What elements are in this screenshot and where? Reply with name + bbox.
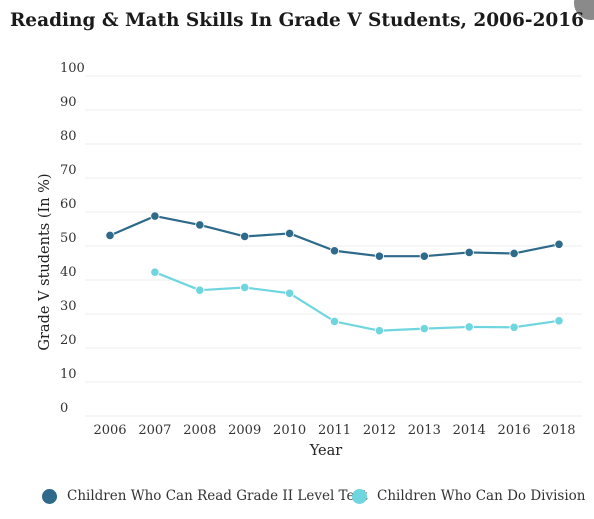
x-tick-label-2008: 2008 <box>183 423 216 438</box>
series-2-point-2013 <box>419 324 429 334</box>
y-tick-label-20: 20 <box>60 333 77 348</box>
x-axis-title: Year <box>309 443 343 459</box>
series-1-point-2007 <box>150 211 160 221</box>
legend-marker-read <box>42 488 57 504</box>
series-1-point-2013 <box>419 251 429 261</box>
x-tick-label-2007: 2007 <box>138 423 171 438</box>
series-2-point-2007 <box>150 267 160 277</box>
y-tick-label-40: 40 <box>60 265 77 280</box>
x-tick-label-2010: 2010 <box>273 423 306 438</box>
series-1-point-2011 <box>329 246 340 256</box>
y-tick-label-0: 0 <box>60 401 68 416</box>
y-tick-label-30: 30 <box>60 299 77 314</box>
series-2-point-2012 <box>374 326 384 336</box>
y-tick-label-100: 100 <box>60 61 85 76</box>
series-2-point-2011 <box>329 316 340 327</box>
x-tick-label-2011: 2011 <box>318 423 351 438</box>
series-1-point-2016 <box>509 248 519 259</box>
corner-badge <box>574 0 594 20</box>
x-tick-label-2014: 2014 <box>453 423 486 438</box>
legend-item-read[interactable]: Children Who Can Read Grade II Level Tex… <box>42 488 368 504</box>
series-1-point-2012 <box>374 251 384 261</box>
y-tick-label-10: 10 <box>60 367 77 382</box>
series-2-point-2010 <box>284 288 295 298</box>
series-1-point-2010 <box>284 228 295 239</box>
y-tick-label-80: 80 <box>60 129 77 144</box>
y-tick-label-60: 60 <box>60 197 77 212</box>
series-1-point-2006 <box>105 230 115 241</box>
series-1-point-2014 <box>464 247 474 258</box>
y-tick-label-90: 90 <box>60 95 77 110</box>
series-line-2 <box>154 271 560 332</box>
series-2-point-2018 <box>554 316 564 326</box>
x-tick-label-2013: 2013 <box>408 423 441 438</box>
x-tick-label-2016: 2016 <box>498 423 531 438</box>
legend-marker-division <box>352 488 367 504</box>
legend-label-division: Children Who Can Do Division <box>377 488 586 504</box>
series-1-point-2008 <box>195 220 205 230</box>
x-tick-label-2012: 2012 <box>363 423 396 438</box>
legend-label-read: Children Who Can Read Grade II Level Tex… <box>67 488 368 504</box>
series-1-point-2009 <box>240 231 250 242</box>
series-2-point-2008 <box>195 285 205 295</box>
y-tick-label-70: 70 <box>60 163 77 178</box>
y-axis-title: Grade V students (In %) <box>37 173 53 350</box>
legend-item-division[interactable]: Children Who Can Do Division <box>352 488 585 504</box>
chart-plot: 0 10 20 30 40 50 60 70 80 90 100 2006 2007 2008 2009 20… <box>37 61 582 459</box>
chart-title: Reading & Math Skills In Grade V Student… <box>9 10 585 31</box>
y-tick-label-50: 50 <box>60 231 77 246</box>
chart-legend: Children Who Can Read Grade II Level Tex… <box>0 488 594 510</box>
x-tick-label-2006: 2006 <box>93 423 126 438</box>
series-2-point-2009 <box>240 282 250 293</box>
x-tick-label-2009: 2009 <box>228 423 261 438</box>
series-2-point-2014 <box>464 322 474 332</box>
series-1-point-2018 <box>554 239 564 249</box>
series-2-point-2016 <box>509 322 519 332</box>
x-tick-label-2018: 2018 <box>542 423 575 438</box>
